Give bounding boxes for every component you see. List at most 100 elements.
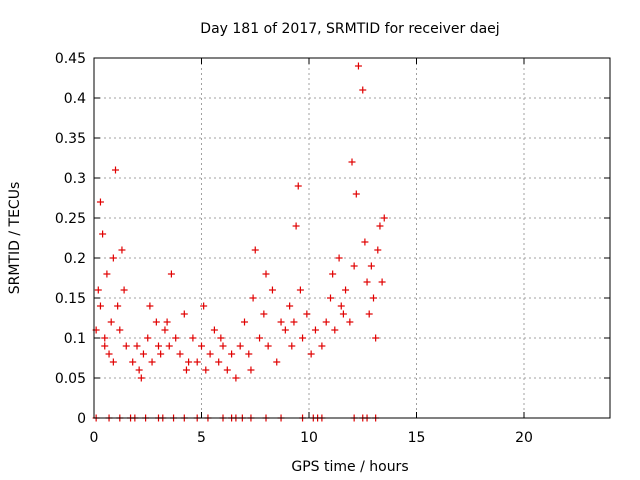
x-tick-label: 20 bbox=[515, 430, 533, 446]
data-point bbox=[256, 334, 264, 342]
data-point bbox=[374, 246, 382, 254]
data-point bbox=[361, 238, 369, 246]
data-point bbox=[103, 270, 111, 278]
grid-lines bbox=[94, 57, 610, 418]
data-point bbox=[105, 350, 113, 358]
data-point bbox=[215, 358, 223, 366]
y-tick-label: 0.3 bbox=[64, 171, 86, 187]
data-point bbox=[350, 262, 358, 270]
data-point bbox=[118, 246, 126, 254]
data-point bbox=[137, 374, 145, 382]
data-point bbox=[152, 318, 160, 326]
data-point bbox=[135, 366, 143, 374]
data-point bbox=[193, 358, 201, 366]
data-point bbox=[172, 334, 180, 342]
data-point bbox=[303, 310, 311, 318]
data-point bbox=[146, 302, 154, 310]
data-point bbox=[200, 302, 208, 310]
data-point bbox=[206, 350, 214, 358]
data-point bbox=[109, 254, 117, 262]
data-point bbox=[163, 318, 171, 326]
data-point bbox=[101, 342, 109, 350]
x-tick-label: 15 bbox=[408, 430, 426, 446]
data-point bbox=[365, 310, 373, 318]
data-point bbox=[165, 342, 173, 350]
data-point bbox=[114, 302, 122, 310]
data-point bbox=[155, 342, 162, 350]
data-point bbox=[376, 222, 384, 230]
axis-ticks: 0 0.05 0.1 0.15 0.2 0.25 0.3 0.35 0.4 0.45 0 5 10 15 2… bbox=[55, 51, 610, 446]
data-point bbox=[96, 198, 104, 206]
x-tick-label: 10 bbox=[300, 430, 318, 446]
data-point bbox=[262, 270, 270, 278]
data-point bbox=[94, 286, 102, 294]
data-point bbox=[290, 318, 298, 326]
data-point bbox=[180, 310, 188, 318]
data-point bbox=[327, 294, 334, 302]
data-point bbox=[99, 230, 107, 238]
data-point bbox=[185, 358, 193, 366]
data-point bbox=[299, 334, 307, 342]
data-point bbox=[176, 350, 184, 358]
data-point bbox=[292, 222, 300, 230]
data-point bbox=[352, 190, 360, 198]
data-point bbox=[329, 270, 337, 278]
data-point bbox=[112, 166, 119, 174]
data-point bbox=[260, 310, 268, 318]
data-point bbox=[139, 350, 147, 358]
data-point bbox=[339, 310, 347, 318]
y-axis-label: SRMTID / TECUs bbox=[7, 182, 23, 295]
data-point bbox=[264, 342, 272, 350]
chart-title: Day 181 of 2017, SRMTID for receiver dae… bbox=[200, 21, 499, 37]
y-tick-label: 0.45 bbox=[55, 51, 86, 67]
data-point bbox=[367, 262, 375, 270]
data-point bbox=[223, 366, 231, 374]
data-point bbox=[109, 358, 117, 366]
y-tick-label: 0.05 bbox=[55, 371, 86, 387]
data-point bbox=[318, 342, 326, 350]
data-point bbox=[288, 342, 296, 350]
data-point bbox=[167, 270, 175, 278]
data-point bbox=[202, 366, 210, 374]
data-points bbox=[92, 62, 388, 422]
data-point bbox=[322, 318, 330, 326]
data-point bbox=[268, 286, 276, 294]
x-tick-label: 0 bbox=[90, 430, 99, 446]
data-point bbox=[96, 302, 104, 310]
data-point bbox=[133, 342, 141, 350]
data-point bbox=[245, 350, 253, 358]
data-point bbox=[378, 278, 386, 286]
data-point bbox=[281, 326, 289, 334]
data-point bbox=[157, 350, 165, 358]
data-point bbox=[307, 350, 315, 358]
y-tick-label: 0.1 bbox=[64, 331, 86, 347]
data-point bbox=[273, 358, 281, 366]
y-tick-label: 0.15 bbox=[55, 291, 86, 307]
data-point bbox=[228, 350, 236, 358]
data-point bbox=[342, 286, 350, 294]
data-point bbox=[354, 62, 362, 70]
data-point bbox=[236, 342, 244, 350]
data-point bbox=[182, 366, 190, 374]
y-tick-label: 0.2 bbox=[64, 251, 86, 267]
data-point bbox=[232, 374, 240, 382]
data-point bbox=[249, 294, 257, 302]
data-point bbox=[148, 358, 156, 366]
y-tick-label: 0.4 bbox=[64, 91, 86, 107]
data-point bbox=[359, 86, 367, 94]
y-tick-label: 0 bbox=[77, 411, 86, 427]
data-point bbox=[380, 214, 388, 222]
y-tick-label: 0.35 bbox=[55, 131, 86, 147]
x-tick-label: 5 bbox=[197, 430, 206, 446]
data-point bbox=[122, 342, 130, 350]
data-point bbox=[331, 326, 339, 334]
data-point bbox=[251, 246, 259, 254]
data-point bbox=[346, 318, 354, 326]
data-point bbox=[348, 158, 356, 166]
data-point bbox=[296, 286, 304, 294]
plot-frame bbox=[93, 57, 611, 419]
data-point bbox=[335, 254, 343, 262]
data-point bbox=[294, 182, 302, 190]
data-point bbox=[116, 326, 124, 334]
